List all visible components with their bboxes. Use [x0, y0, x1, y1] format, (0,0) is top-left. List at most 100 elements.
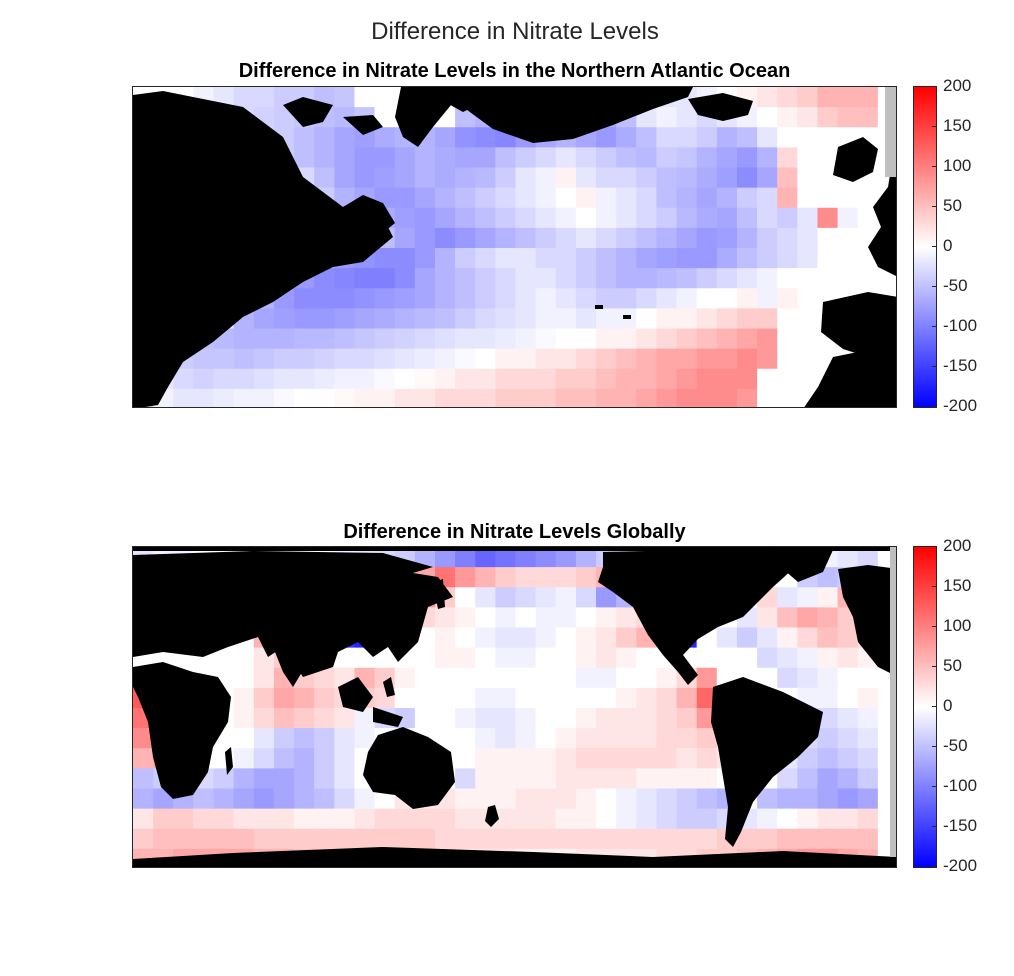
heatmap-cell [213, 368, 235, 390]
heatmap-cell [495, 808, 517, 830]
heatmap-cell [777, 808, 798, 830]
heatmap-cell [656, 147, 678, 169]
heatmap-cell [455, 687, 476, 709]
heatmap-cell [616, 627, 637, 649]
heatmap-cell [515, 587, 537, 608]
heatmap-cell [656, 708, 678, 729]
heatmap-cell [575, 348, 597, 370]
heatmap-cell [837, 647, 859, 669]
heatmap-cell [495, 547, 517, 568]
heatmap-cell [676, 728, 698, 749]
heatmap-cell [596, 227, 617, 249]
heatmap-cell [273, 107, 295, 128]
heatmap-cell [797, 268, 819, 289]
heatmap-cell [535, 828, 557, 850]
heatmap-cell [193, 368, 215, 390]
heatmap-cell [455, 127, 476, 148]
heatmap-cell [314, 788, 335, 810]
heatmap-cell [736, 268, 758, 289]
heatmap-cell [777, 328, 798, 350]
heatmap-cell [434, 268, 456, 289]
heatmap-cell [455, 248, 476, 269]
heatmap-cell [535, 167, 557, 189]
heatmap-cell [616, 708, 637, 729]
heatmap-cell [374, 808, 396, 830]
heatmap-cell [656, 768, 678, 790]
heatmap-cell [817, 728, 839, 749]
azores-islands [595, 305, 631, 319]
colorbar-north-atlantic [913, 86, 937, 408]
heatmap-cell [676, 368, 698, 390]
heatmap-cell [434, 667, 456, 689]
heatmap-cell [475, 828, 496, 850]
africa-landmass [133, 662, 231, 799]
heatmap-cell [817, 607, 839, 629]
heatmap-cell [736, 127, 758, 148]
heatmap-cell [857, 207, 879, 229]
heatmap-cell [233, 647, 255, 669]
heatmap-cell [555, 788, 577, 810]
heatmap-cell [253, 328, 275, 350]
heatmap-cell [837, 87, 859, 108]
heatmap-cell [555, 268, 577, 289]
heatmap-cell [616, 288, 637, 309]
heatmap-cell [656, 348, 678, 370]
heatmap-cell [676, 167, 698, 189]
heatmap-cell [797, 368, 819, 390]
heatmap-cell [535, 288, 557, 309]
heatmap-cell [374, 368, 396, 390]
heatmap-cell [535, 547, 557, 568]
heatmap-cell [676, 207, 698, 229]
colorbar-ticks-north-atlantic: 200 150 100 50 0 -50 -100 -150 -200 [932, 76, 1007, 415]
heatmap-cell [656, 127, 678, 148]
heatmap-cell [314, 368, 335, 390]
heatmap-cell [475, 728, 496, 749]
heatmap-cell [294, 348, 315, 370]
heatmap-cell [736, 328, 758, 350]
heatmap-cell [294, 708, 315, 729]
heatmap-cell [515, 187, 537, 209]
heatmap-cell [676, 147, 698, 169]
heatmap-cell [495, 348, 517, 370]
heatmap-cell [334, 748, 356, 769]
heatmap-cell [314, 348, 335, 370]
heatmap-cell [757, 107, 778, 128]
landmass-layer [133, 547, 896, 867]
heatmap-cell [596, 308, 617, 330]
heatmap-cell [334, 808, 356, 830]
heatmap-cell [394, 268, 416, 289]
heatmap-cell [736, 167, 758, 189]
antarctica-landmass [133, 847, 896, 867]
heatmap-cell [716, 368, 738, 390]
arctic-top-landmass [133, 547, 896, 551]
heatmap-cell [716, 647, 738, 669]
heatmap-cell [656, 667, 678, 689]
heatmap-cell [736, 147, 758, 169]
heatmap-cell [817, 788, 839, 810]
heatmap-cell [495, 207, 517, 229]
heatmap-cell [555, 607, 577, 629]
heatmap-cell [334, 147, 356, 169]
heatmap-cell [636, 328, 658, 350]
heatmap-cell [434, 368, 456, 390]
heatmap-cell [676, 288, 698, 309]
heatmap-cell [294, 328, 315, 350]
heatmap-cell [555, 587, 577, 608]
heatmap-cell [616, 368, 637, 390]
heatmap-cell [575, 808, 597, 830]
heatmap-cell [817, 107, 839, 128]
heatmap-cell [837, 748, 859, 769]
heatmap-cell [656, 328, 678, 350]
heatmap-cell [495, 708, 517, 729]
heatmap-cell [475, 647, 496, 669]
heatmap-cell [495, 607, 517, 629]
heatmap-cell [797, 227, 819, 249]
heatmap-cell [334, 708, 356, 729]
heatmap-cell [374, 87, 396, 108]
heatmap-cell [777, 587, 798, 608]
south-america-landmass [711, 677, 823, 847]
heatmap-cell [354, 368, 376, 390]
heatmap-cell [193, 388, 215, 407]
heatmap-cell [596, 167, 617, 189]
heatmap-cell [434, 147, 456, 169]
